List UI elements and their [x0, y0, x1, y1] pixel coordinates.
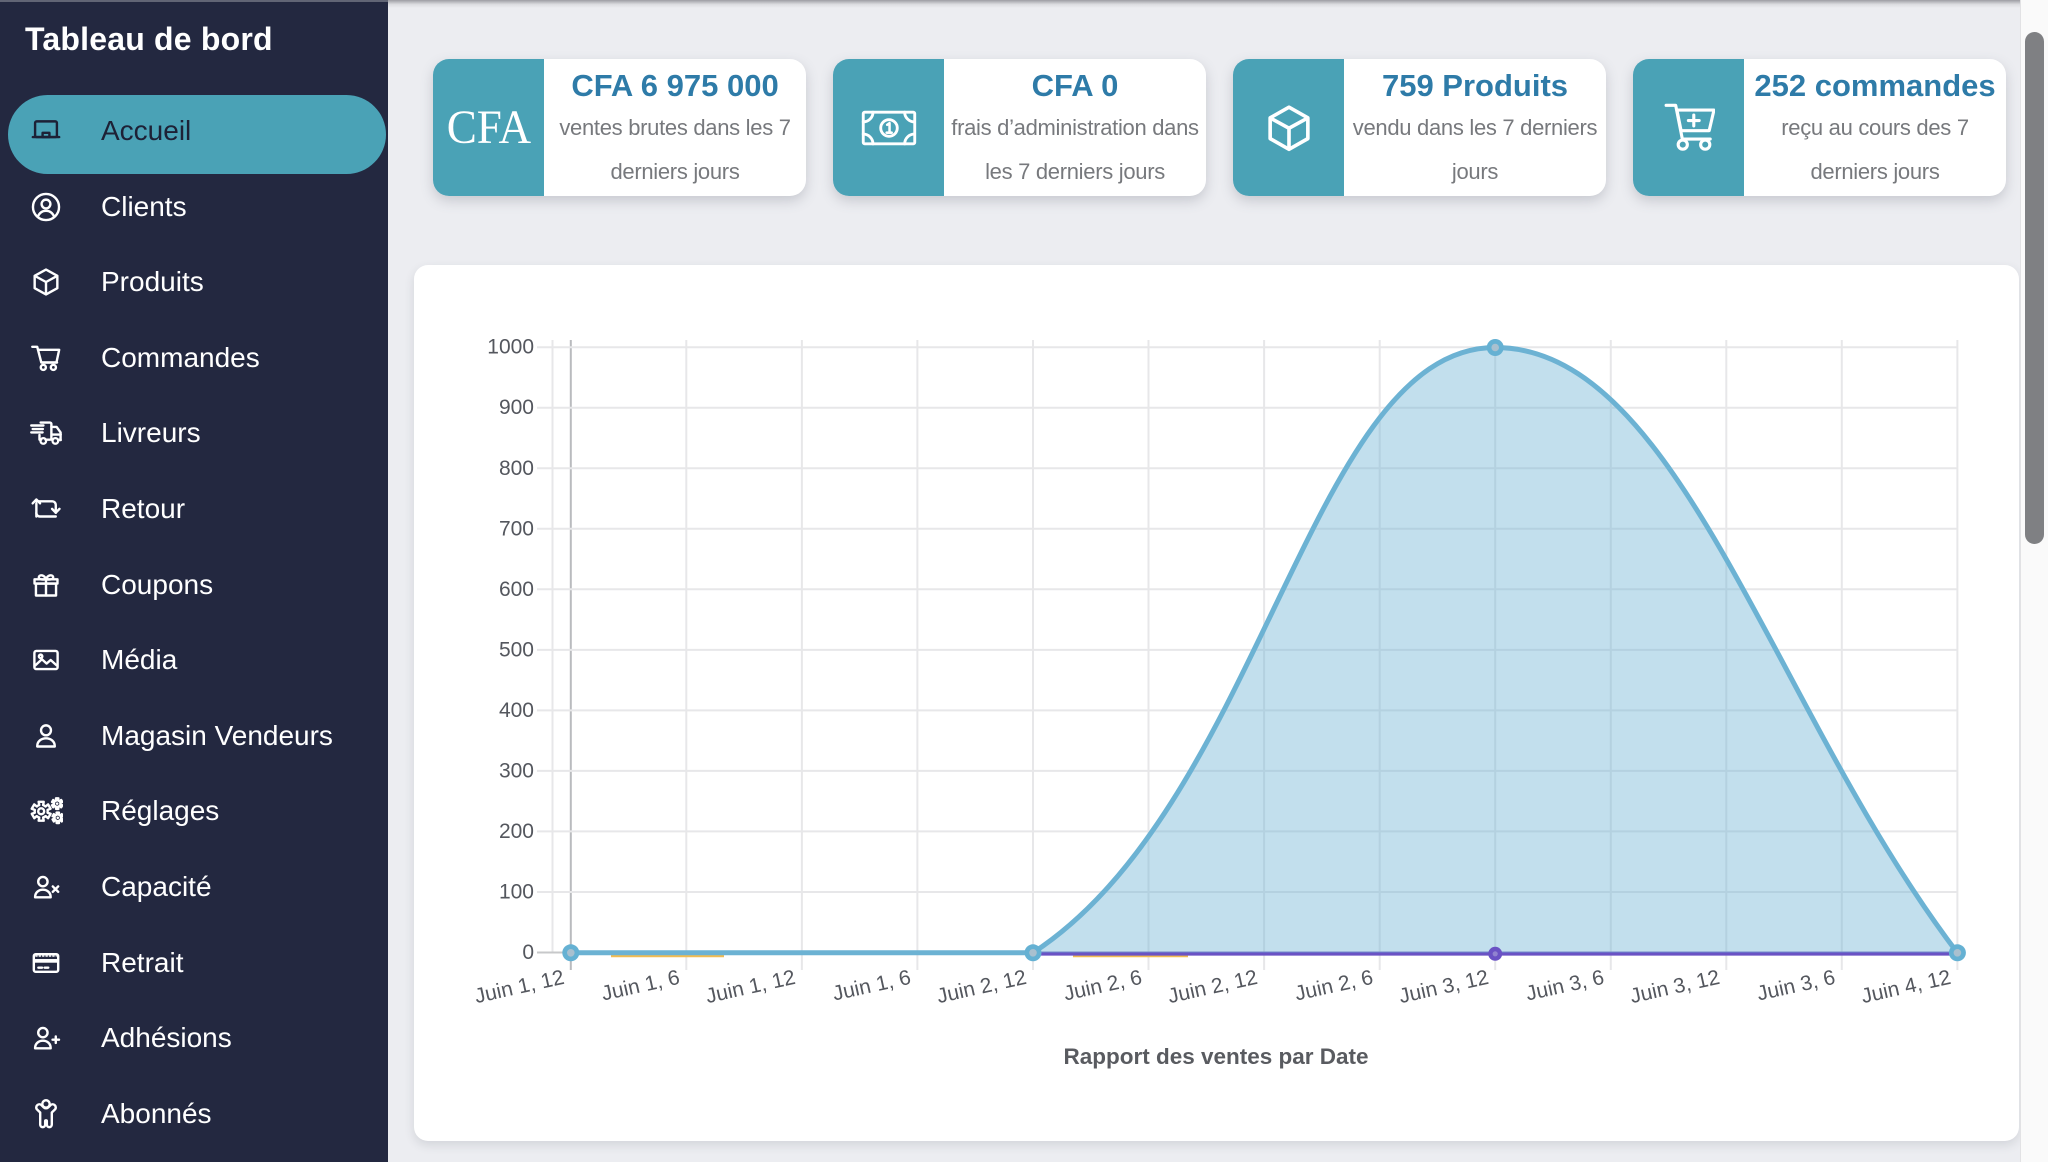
svg-text:Juin 1, 6: Juin 1, 6 — [599, 966, 681, 1006]
svg-text:600: 600 — [499, 578, 534, 601]
svg-text:Rapport des ventes par Date: Rapport des ventes par Date — [1063, 1044, 1368, 1069]
svg-text:Juin 3, 12: Juin 3, 12 — [1628, 966, 1722, 1008]
svg-text:Juin 1, 12: Juin 1, 12 — [704, 966, 798, 1008]
svg-text:400: 400 — [499, 699, 534, 722]
svg-text:300: 300 — [499, 759, 534, 782]
svg-text:500: 500 — [499, 638, 534, 661]
svg-text:100: 100 — [499, 881, 534, 904]
svg-text:Juin 3, 6: Juin 3, 6 — [1524, 966, 1606, 1006]
svg-text:900: 900 — [499, 396, 534, 419]
svg-text:Juin 3, 6: Juin 3, 6 — [1755, 966, 1837, 1006]
svg-text:0: 0 — [522, 941, 534, 964]
svg-text:800: 800 — [499, 457, 534, 480]
svg-text:Juin 2, 6: Juin 2, 6 — [1293, 966, 1375, 1006]
svg-text:700: 700 — [499, 517, 534, 540]
svg-text:Juin 2, 6: Juin 2, 6 — [1062, 966, 1144, 1006]
svg-text:Juin 1, 6: Juin 1, 6 — [830, 966, 912, 1006]
svg-text:Juin 2, 12: Juin 2, 12 — [1166, 966, 1260, 1008]
svg-text:200: 200 — [499, 820, 534, 843]
svg-text:Juin 4, 12: Juin 4, 12 — [1859, 966, 1953, 1008]
svg-text:Juin 2, 12: Juin 2, 12 — [935, 966, 1029, 1008]
svg-text:Juin 1, 12: Juin 1, 12 — [472, 966, 566, 1008]
svg-text:1000: 1000 — [487, 336, 534, 359]
svg-text:Juin 3, 12: Juin 3, 12 — [1397, 966, 1491, 1008]
